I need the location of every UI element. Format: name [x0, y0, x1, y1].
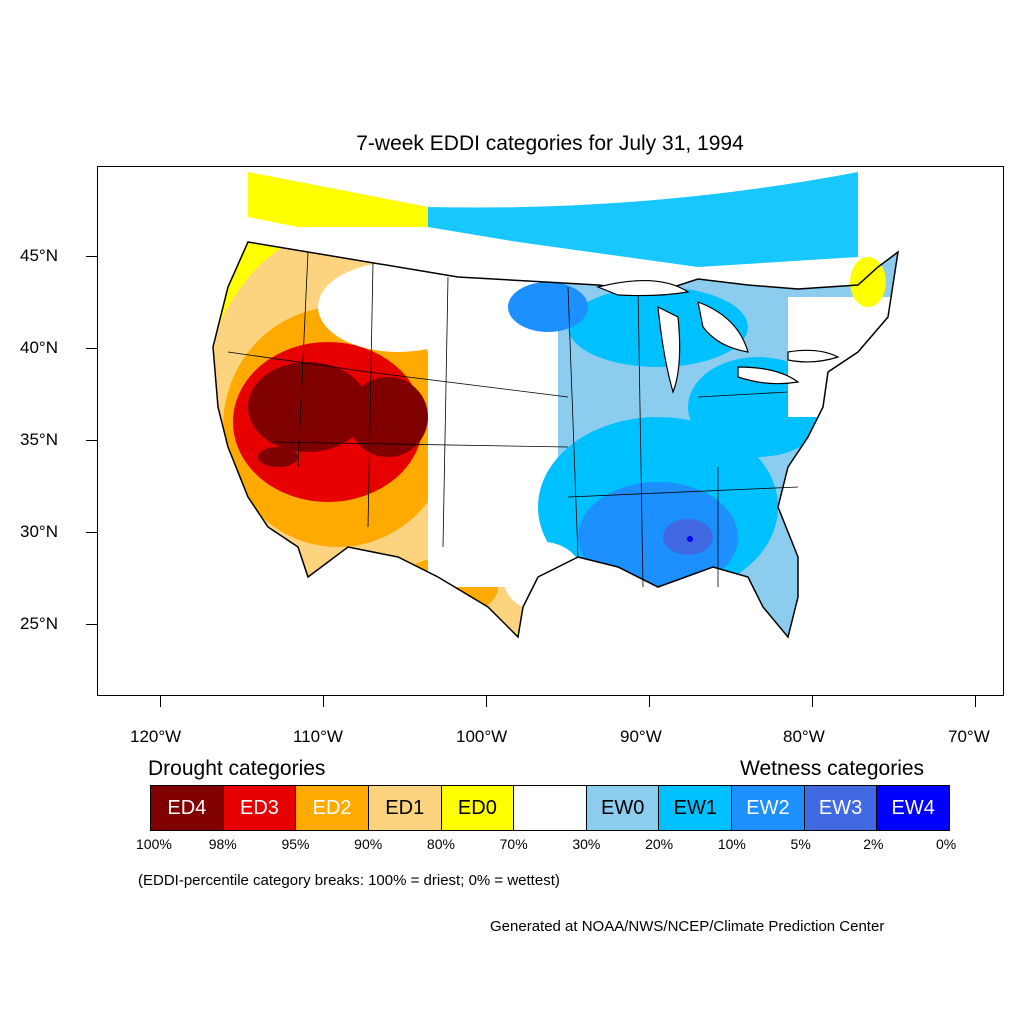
legend-colorbar: ED4 ED3 ED2 ED1 ED0 EW0 EW1 EW2 EW3 EW4: [150, 785, 950, 831]
lon-tick: [323, 696, 324, 707]
legend-break-label: 90%: [354, 836, 383, 852]
legend-break-label: 10%: [717, 836, 746, 852]
legend-swatch-ed4: ED4: [151, 786, 224, 830]
wetness-heading: Wetness categories: [740, 757, 925, 780]
lon-label: 70°W: [948, 727, 990, 746]
legend-break-label: 0%: [936, 836, 957, 852]
legend-break-label: 80%: [426, 836, 455, 852]
lat-label: 45°N: [20, 246, 58, 265]
lat-tick: [86, 624, 97, 625]
legend-swatch-ed0: ED0: [441, 786, 515, 830]
legend-break-label: 30%: [572, 836, 601, 852]
lon-tick: [649, 696, 650, 707]
legend-break-label: 100%: [136, 836, 172, 852]
eddi-map: [212, 172, 900, 639]
legend-break-label: 95%: [281, 836, 310, 852]
legend-swatch-ed2: ED2: [296, 786, 369, 830]
legend-break-label: 5%: [790, 836, 811, 852]
map-title: 7-week EDDI categories for July 31, 1994: [356, 132, 744, 155]
lat-label: 35°N: [20, 430, 58, 449]
legend-swatch-ew4: EW4: [877, 786, 950, 830]
legend-break-label: 98%: [208, 836, 237, 852]
map-panel: [97, 166, 1004, 696]
lat-tick: [86, 256, 97, 257]
legend-break-label: 2%: [863, 836, 884, 852]
lon-tick: [160, 696, 161, 707]
legend-swatch-ew3: EW3: [804, 786, 878, 830]
category-note: (EDDI-percentile category breaks: 100% =…: [138, 872, 560, 889]
credit-line: Generated at NOAA/NWS/NCEP/Climate Predi…: [490, 918, 885, 935]
lat-tick: [86, 532, 97, 533]
lon-tick: [486, 696, 487, 707]
lon-tick: [812, 696, 813, 707]
lon-tick: [975, 696, 976, 707]
lon-label: 120°W: [130, 727, 182, 746]
lon-label: 90°W: [620, 727, 662, 746]
legend-break-label: 20%: [645, 836, 674, 852]
legend-break-label: 70%: [499, 836, 528, 852]
legend-swatch-ew2: EW2: [732, 786, 805, 830]
legend-swatch-neutral: [514, 786, 587, 830]
legend-swatch-ed3: ED3: [223, 786, 297, 830]
legend-swatch-ew0: EW0: [586, 786, 660, 830]
lon-label: 100°W: [456, 727, 508, 746]
lat-tick: [86, 348, 97, 349]
legend-swatch-ew1: EW1: [659, 786, 733, 830]
lon-label: 110°W: [293, 727, 343, 746]
lat-label: 30°N: [20, 522, 58, 541]
legend-swatch-ed1: ED1: [368, 786, 442, 830]
lon-label: 80°W: [783, 727, 825, 746]
drought-heading: Drought categories: [148, 757, 326, 780]
lat-tick: [86, 440, 97, 441]
lat-label: 25°N: [20, 614, 58, 633]
lat-label: 40°N: [20, 338, 58, 357]
